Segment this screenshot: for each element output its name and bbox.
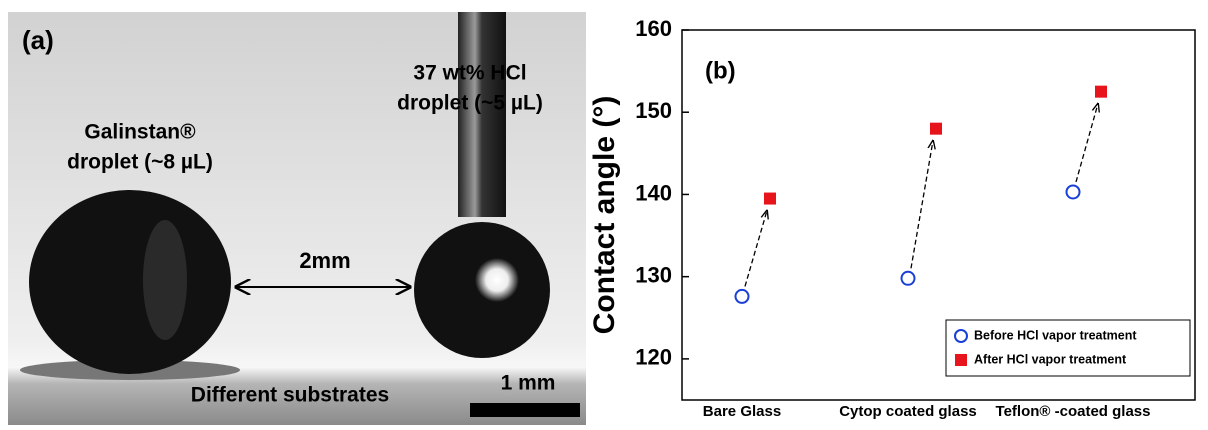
y-tick-label: 160 (635, 16, 672, 41)
point (764, 193, 776, 205)
legend-label: Before HCl vapor treatment (974, 328, 1137, 342)
y-tick-label: 140 (635, 180, 672, 205)
panel-a: (a) Galinstan® droplet (~8 µL) 37 wt% HC… (8, 12, 586, 425)
label: droplet (~5 µL) (397, 92, 543, 115)
label: Different substrates (191, 384, 389, 407)
x-tick-label: Cytop coated glass (839, 403, 977, 420)
panel-b: (b) Contact angle (°) 120 130 140 150 160 Bar… (588, 16, 1195, 420)
arrow (745, 211, 767, 287)
point (736, 290, 749, 303)
legend-label: After HCl vapor treatment (974, 352, 1127, 366)
point (930, 123, 942, 135)
panel-label: (a) (22, 25, 54, 55)
label: 1 mm (501, 372, 556, 395)
highlight (143, 220, 187, 340)
x-tick-label: Bare Glass (703, 403, 781, 420)
y-tick-label: 130 (635, 262, 672, 287)
panel-label: (b) (705, 57, 736, 84)
figure: (a) Galinstan® droplet (~8 µL) 37 wt% HC… (0, 0, 1208, 425)
label: droplet (~8 µL) (67, 151, 213, 174)
point (1095, 86, 1107, 98)
point (902, 272, 915, 285)
scale-bar (470, 403, 580, 417)
y-tick-label: 120 (635, 345, 672, 370)
legend-marker (955, 354, 967, 366)
arrow (1076, 104, 1098, 182)
x-tick-label: Teflon® -coated glass (996, 403, 1151, 420)
y-tick-label: 150 (635, 98, 672, 123)
y-axis-label: Contact angle (°) (588, 96, 621, 335)
highlight (475, 258, 519, 302)
point (1067, 185, 1080, 198)
label: 37 wt% HCl (413, 62, 526, 85)
label: 2mm (299, 248, 350, 273)
droplet (29, 190, 231, 374)
arrow (911, 141, 933, 269)
label: Galinstan® (84, 121, 196, 144)
